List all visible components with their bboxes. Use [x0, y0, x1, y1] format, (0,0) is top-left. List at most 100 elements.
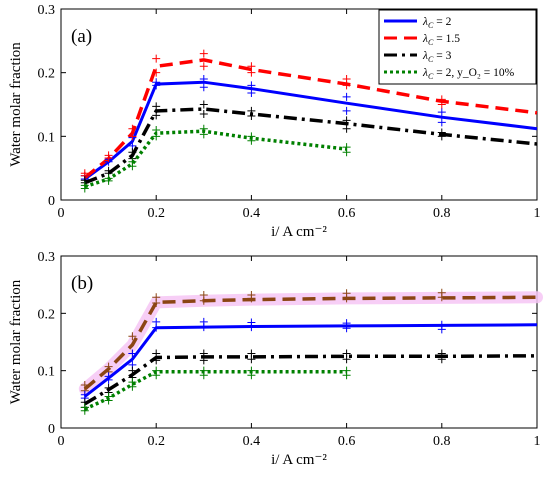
legend-entry-3: λC = 2, y_O₂ = 10% [422, 67, 515, 81]
data-point-marker [152, 317, 161, 326]
data-point-marker [247, 349, 256, 358]
data-point-marker [247, 366, 256, 375]
data-point-marker [104, 174, 113, 183]
data-point-marker [342, 92, 351, 101]
data-point-marker [104, 166, 113, 175]
y-axis-title: Water molar fraction [8, 279, 24, 404]
panel-label: (b) [71, 273, 93, 294]
data-point-marker [80, 390, 89, 399]
data-point-marker [437, 95, 446, 104]
data-point-marker [247, 106, 256, 115]
x-tick-label: 0.2 [147, 434, 165, 449]
x-tick-label: 0.8 [433, 434, 451, 449]
data-point-marker [342, 289, 351, 298]
data-point-marker [104, 383, 113, 392]
data-point-marker [152, 125, 161, 134]
y-tick-label: 0 [48, 422, 55, 437]
data-point-marker [437, 128, 446, 137]
series-line-1 [83, 58, 538, 180]
legend-entry-1: λC = 1.5 [422, 33, 460, 47]
y-tick-label: 0.3 [38, 3, 56, 18]
data-point-marker [80, 403, 89, 412]
data-point-marker [247, 81, 256, 90]
data-point-marker [342, 366, 351, 375]
data-point-marker [152, 356, 161, 365]
data-point-marker [104, 372, 113, 381]
data-point-marker [152, 293, 161, 302]
data-point-marker [437, 349, 446, 358]
x-tick-label: 0.8 [433, 206, 451, 221]
data-point-marker [104, 362, 113, 371]
data-point-marker [152, 102, 161, 111]
data-point-marker [128, 132, 137, 141]
x-axis-title: i/ A cm⁻² [271, 452, 327, 468]
data-point-marker [342, 319, 351, 328]
data-point-marker [128, 349, 137, 358]
x-tick-label: 0 [58, 434, 65, 449]
series-markers-2 [80, 100, 446, 187]
data-point-marker [104, 392, 113, 401]
data-point-marker [80, 169, 89, 178]
x-axis-title: i/ A cm⁻² [271, 224, 327, 240]
data-point-marker [342, 116, 351, 125]
data-point-marker [199, 100, 208, 109]
x-tick-label: 0.2 [147, 206, 165, 221]
data-point-marker [199, 83, 208, 92]
data-point-marker [437, 118, 446, 127]
series-markers-3 [80, 366, 351, 415]
data-point-marker [128, 378, 137, 387]
data-point-marker [80, 381, 89, 389]
data-point-marker [152, 349, 161, 358]
y-axis-title: Water molar fraction [8, 42, 24, 167]
y-tick-label: 0.1 [38, 365, 56, 380]
data-point-marker [342, 349, 351, 358]
series-markers-3 [80, 124, 351, 193]
series-line-2 [84, 107, 538, 185]
legend: λC = 2 λC = 1.5 λC = 3 λC = 2, y_O₂ = 10% [378, 9, 537, 85]
data-point-marker [342, 106, 351, 115]
data-point-marker [199, 356, 208, 365]
data-point-marker [199, 110, 208, 119]
data-point-marker [199, 349, 208, 358]
y-tick-label: 0.3 [38, 250, 56, 265]
data-point-marker [247, 62, 256, 71]
data-point-marker [342, 143, 351, 152]
data-point-marker [199, 290, 208, 299]
legend-entry-2: λC = 3 [422, 50, 452, 64]
data-point-marker [437, 320, 446, 329]
series-markers-1 [80, 317, 446, 403]
y-tick-label: 0.1 [38, 130, 56, 145]
data-point-marker [128, 332, 137, 341]
x-tick-label: 1 [534, 206, 541, 221]
data-point-marker [80, 181, 89, 190]
series-markers-1 [80, 49, 446, 180]
data-point-marker [342, 124, 351, 133]
x-tick-label: 1 [534, 434, 541, 449]
data-point-marker [128, 124, 137, 133]
legend-entry-0: λC = 2 [422, 16, 452, 30]
data-point-marker [199, 75, 208, 84]
data-point-marker [247, 318, 256, 327]
panel-label: (a) [71, 26, 92, 47]
chart-panel-b: 0 0.2 0.4 0.6 0.8 1 0 0.1 0.2 0.3 i/ A cm⁻² Water m… [8, 250, 543, 468]
data-point-marker [247, 290, 256, 299]
data-point-marker [342, 75, 351, 84]
y-tick-label: 0 [48, 194, 55, 209]
data-point-marker [437, 288, 446, 297]
x-tick-label: 0.6 [338, 434, 356, 449]
chart-panel-a: 0 0.2 0.4 0.6 0.8 1 0 0.1 0.2 0.3 i/ A cm⁻² Water m… [8, 3, 541, 240]
data-point-marker [199, 366, 208, 375]
x-tick-label: 0.4 [243, 434, 261, 449]
data-point-marker [152, 366, 161, 375]
data-point-marker [437, 108, 446, 117]
data-point-marker [199, 317, 208, 326]
data-point-marker [128, 366, 137, 375]
data-point-marker [199, 62, 208, 71]
data-point-marker [104, 151, 113, 160]
data-point-marker [152, 78, 161, 87]
data-point-marker [128, 148, 137, 157]
x-tick-label: 0.4 [243, 206, 261, 221]
data-point-marker [152, 111, 161, 120]
